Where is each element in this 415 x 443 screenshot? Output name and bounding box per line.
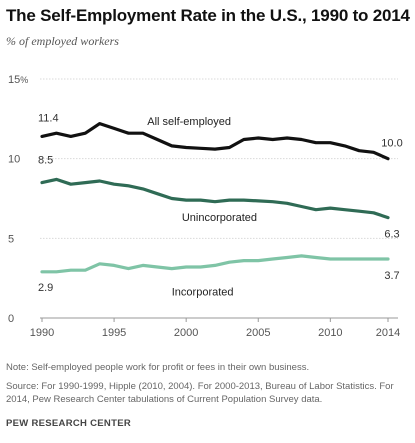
start-label-all-self-employed: 11.4 [38,112,59,124]
y-tick-label-0: 0 [8,313,14,325]
chart-subtitle: % of employed workers [6,34,119,48]
y-axis: 0 5 10 15% [8,74,28,325]
end-label-incorporated: 3.7 [384,270,399,282]
x-tick-label-1990: 1990 [30,327,54,339]
data-labels: 11.4 10.0 8.5 6.3 2.9 3.7 [38,112,403,293]
end-label-all-self-employed: 10.0 [381,138,402,150]
x-tick-label-2014: 2014 [376,327,400,339]
series-name-all-self-employed: All self-employed [147,116,231,128]
chart-title: The Self-Employment Rate in the U.S., 19… [6,6,410,25]
y-tick-label-15: 15% [8,74,28,86]
series-line-unincorporated [40,177,390,220]
series-line-all-self-employed [40,121,390,161]
series-name-incorporated: Incorporated [172,287,234,299]
organization-credit: PEW RESEARCH CENTER [6,418,131,429]
grid-lines [40,78,398,319]
start-label-unincorporated: 8.5 [38,155,53,167]
y-tick-label-10: 10 [8,154,20,166]
x-axis: 1990 1995 2000 2005 2010 2014 [30,318,400,339]
series-names: All self-employed Unincorporated Incorpora… [147,116,257,298]
chart-note: Note: Self-employed people work for prof… [6,362,310,373]
y-tick-label-5: 5 [8,233,14,245]
series-line-incorporated [40,254,390,274]
series-name-unincorporated: Unincorporated [182,212,257,224]
x-tick-label-2005: 2005 [246,327,270,339]
chart-source: Source: For 1990-1999, Hipple (2010, 200… [6,381,394,405]
series-lines [40,121,390,274]
y-unit-label: % [20,75,28,85]
x-tick-label-2010: 2010 [318,327,342,339]
start-label-incorporated: 2.9 [38,282,53,294]
end-label-unincorporated: 6.3 [384,229,399,241]
x-tick-label-2000: 2000 [174,327,198,339]
line-chart: 0 5 10 15% 1990 1995 2000 2005 2010 2014 11.4 10.… [8,74,403,339]
x-tick-label-1995: 1995 [102,327,126,339]
